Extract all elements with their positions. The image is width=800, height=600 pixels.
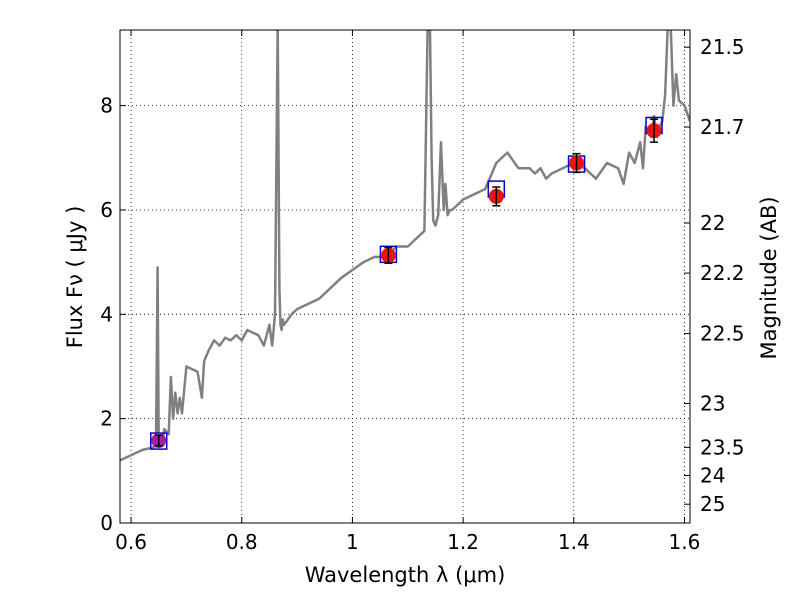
y2-tick-label: 25: [700, 492, 725, 516]
y2-tick-label: 23: [700, 392, 725, 416]
y2-tick-label: 22: [700, 211, 725, 235]
y2-tick-label: 22.5: [700, 322, 745, 346]
y2-tick-label: 23.5: [700, 435, 745, 459]
grid: [120, 30, 690, 524]
y2-tick-label: 24: [700, 464, 725, 488]
spectrum-line: [120, 30, 690, 462]
x-tick-label: 0.8: [226, 530, 258, 554]
plot-frame: [119, 29, 691, 524]
x-axis-title: Wavelength λ (μm): [305, 563, 506, 587]
y2-axis-title: Magnitude (AB): [757, 196, 781, 359]
y2-tick-label: 22.2: [700, 261, 745, 285]
photometry-layer: [149, 116, 663, 450]
x-tick-label: 1: [346, 530, 359, 554]
x-tick-label: 1.4: [558, 530, 590, 554]
ticks: 0.6 0.8 1 1.2 1.4 1.60246821.521.72222.222.52…: [100, 30, 745, 554]
x-tick-label: 1.6: [669, 530, 701, 554]
y2-tick-label: 21.7: [700, 115, 745, 139]
y-tick-label: 2: [100, 407, 113, 431]
spectrum-layer: [120, 30, 690, 462]
x-tick-label: 0.6: [115, 530, 147, 554]
x-tick-label: 1.2: [447, 530, 479, 554]
y-tick-label: 0: [100, 511, 113, 535]
y2-tick-label: 21.5: [700, 35, 745, 59]
y-tick-label: 4: [100, 302, 113, 326]
y-axis-title: Flux Fν ( μJy ): [63, 206, 87, 349]
y-tick-label: 8: [100, 94, 113, 118]
y-tick-label: 6: [100, 198, 113, 222]
